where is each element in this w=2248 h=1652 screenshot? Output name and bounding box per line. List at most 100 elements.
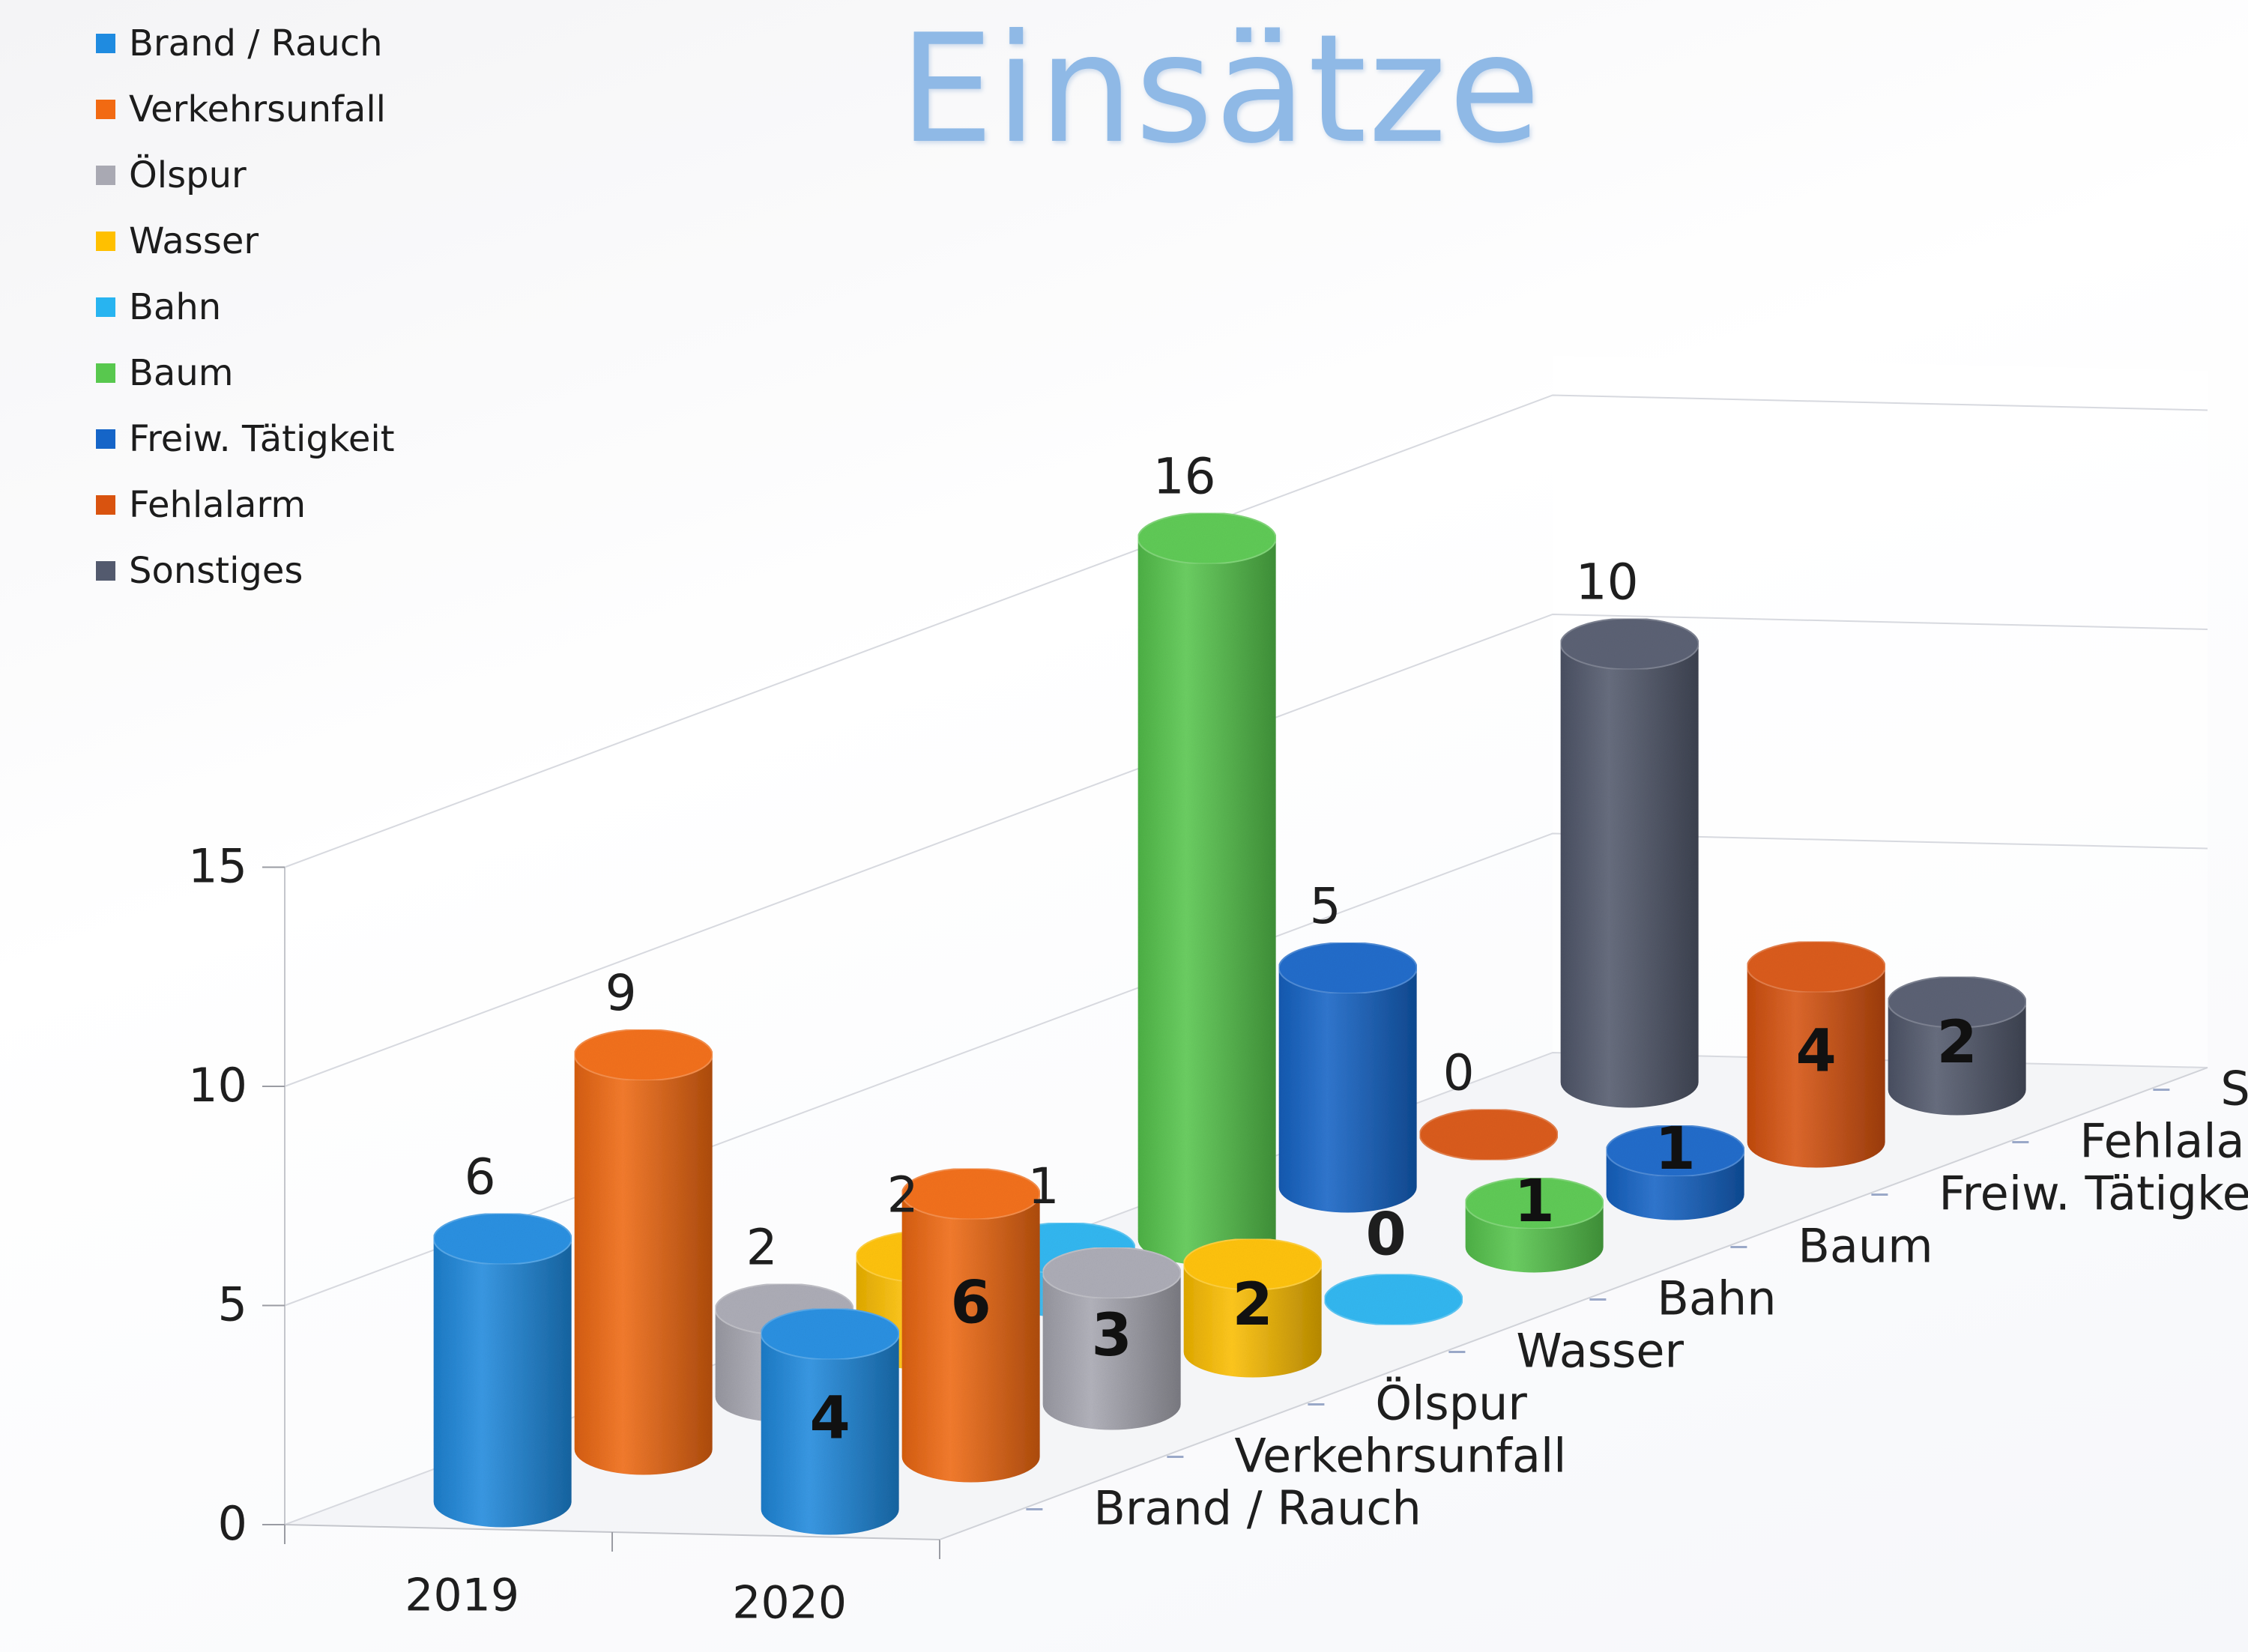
cylinder [901,1167,1041,1483]
back-wall [1553,355,2208,1068]
gridline [284,394,2208,868]
cylinder [573,1029,713,1475]
cylinder-top [432,1212,572,1265]
cylinder [1418,1108,1559,1161]
cylinder [1278,942,1418,1213]
legend-item: Freiw. Tätigkeit [96,406,395,472]
cylinder-top [1042,1247,1182,1299]
legend-swatch [96,429,115,449]
cylinder [1746,940,1886,1168]
cylinder-body [574,1055,713,1475]
legend: Brand / Rauch Verkehrsunfall Ölspur Wasser B… [96,10,395,604]
y-tick-label: 15 [188,839,247,894]
data-label: 1 [1514,1168,1555,1235]
legend-swatch [96,100,115,119]
cylinder-top [1605,1125,1745,1177]
cylinder-top [1137,512,1277,565]
data-label: 2 [1233,1271,1273,1339]
cylinder-top [1278,942,1418,994]
y-tick-label: 5 [218,1277,247,1332]
legend-label: Sonstiges [129,550,303,592]
cylinder-top [760,1307,900,1361]
data-label: 4 [1796,1018,1837,1086]
cylinder-top [1418,1108,1559,1161]
cylinder-body [901,1193,1040,1483]
cylinder [1182,1238,1323,1378]
legend-label: Wasser [129,220,259,262]
legend-item: Ölspur [96,142,395,208]
legend-item: Brand / Rauch [96,10,395,76]
cylinder-top [1559,617,1699,671]
cylinder [1887,975,2027,1116]
cylinder-body [433,1238,572,1528]
cylinder [760,1307,900,1535]
data-label: 2 [746,1219,778,1277]
chart-title: Einsätze [899,2,1542,177]
cylinder [1137,512,1277,1265]
cylinder-top [901,1167,1041,1220]
legend-item: Fehlalarm [96,472,395,538]
cylinder-body [1278,968,1417,1213]
cylinder-top [573,1029,713,1081]
bars-layer [432,512,2027,1535]
legend-swatch [96,34,115,53]
data-label: 1 [1655,1116,1696,1183]
legend-swatch [96,232,115,251]
legend-label: Baum [129,352,234,394]
cylinder [1605,1125,1745,1220]
depth-tick-label: Verkehrsunfall [1234,1429,1566,1483]
legend-item: Bahn [96,274,395,340]
legend-label: Freiw. Tätigkeit [129,418,395,460]
data-label: 16 [1153,448,1216,506]
legend-item: Verkehrsunfall [96,76,395,142]
data-label: 2 [887,1167,919,1224]
cylinder-body [761,1334,899,1535]
legend-label: Fehlalarm [129,484,306,526]
data-label: 9 [605,964,637,1022]
gridline [284,613,2208,1087]
cylinder [1559,617,1699,1108]
cylinder [432,1212,572,1528]
depth-tick-label: Ölspur [1375,1376,1527,1431]
depth-tick-label: Wasser [1516,1324,1684,1379]
cylinder [1323,1273,1463,1326]
cylinder-top [1464,1177,1604,1229]
y-tick-label: 0 [218,1496,247,1551]
data-label: 0 [1366,1202,1406,1269]
cylinder-body [1042,1273,1181,1430]
data-label: 5 [1310,877,1341,935]
cylinder-top [1182,1238,1323,1291]
depth-tick-label: Freiw. Tätigkeit [1939,1167,2248,1221]
cylinder-body [1137,538,1276,1265]
cylinder [1042,1247,1182,1430]
cylinder [1464,1177,1604,1273]
legend-label: Ölspur [129,154,247,196]
depth-tick-label: Baum [1798,1219,1933,1274]
legend-swatch [96,297,115,317]
cylinder-body [1560,644,1699,1108]
cylinder-body [1747,966,1885,1168]
data-label: 4 [810,1385,850,1453]
data-label: 0 [1443,1044,1475,1102]
legend-swatch [96,166,115,185]
x-tick-label: 2020 [732,1577,847,1630]
x-tick-label: 2019 [405,1570,519,1622]
data-label: 2 [1937,1009,1977,1077]
cylinder-top [1887,975,2027,1029]
data-label: 6 [465,1149,496,1206]
y-tick-label: 10 [188,1058,247,1113]
cylinder-body [1888,1002,2026,1116]
legend-item: Wasser [96,208,395,274]
depth-axis-line [939,1067,2208,1540]
cylinder-top [1746,940,1886,993]
data-label: 10 [1576,554,1639,611]
legend-item: Sonstiges [96,538,395,604]
legend-item: Baum [96,340,395,406]
legend-swatch [96,495,115,515]
depth-tick-label: Brand / Rauch [1093,1481,1421,1536]
cylinder-top [1323,1273,1463,1326]
legend-label: Brand / Rauch [129,22,383,64]
legend-swatch [96,363,115,383]
